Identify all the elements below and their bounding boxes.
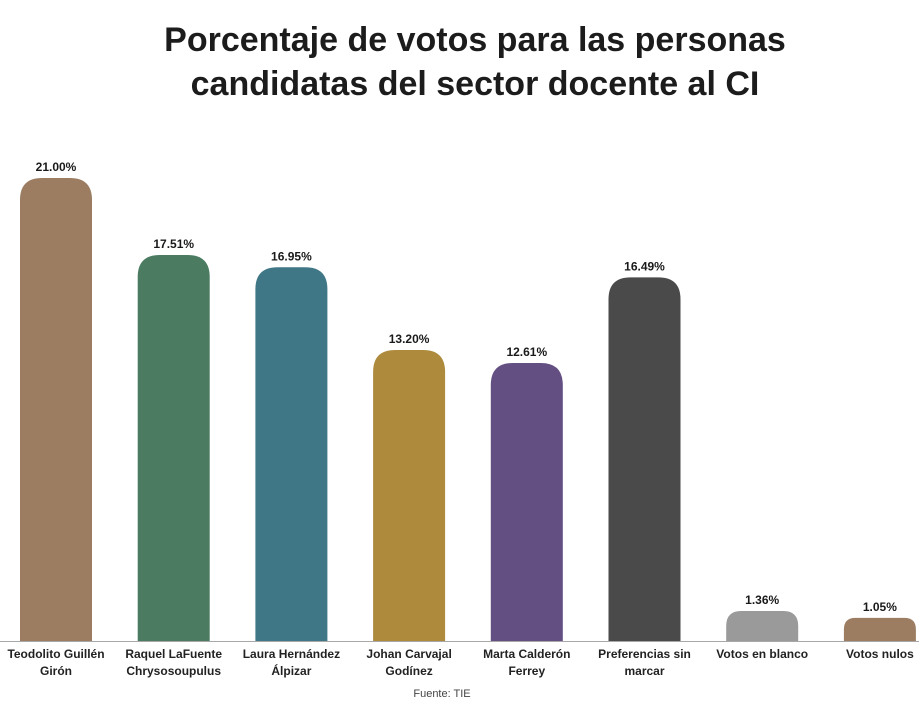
source-note: Fuente: TIE xyxy=(413,688,471,700)
bar-value-label: 13.20% xyxy=(389,332,430,346)
category-label: Marta Calderón Ferrey xyxy=(483,647,570,678)
bar-value-label: 16.49% xyxy=(624,259,665,273)
bar-value-label: 1.05% xyxy=(863,600,897,614)
category-label: Raquel LaFuente Chrysosoupulus xyxy=(125,647,222,678)
category-label: Johan Carvajal Godínez xyxy=(366,647,451,678)
bar-value-label: 12.61% xyxy=(506,345,547,359)
bar xyxy=(20,178,92,641)
bar xyxy=(373,349,446,641)
category-label: Teodolito Guillén Girón xyxy=(7,647,104,678)
category-label: Votos en blanco xyxy=(716,647,808,661)
category-label: Votos nulos xyxy=(846,647,914,661)
bar-value-label: 16.95% xyxy=(271,249,312,263)
bar xyxy=(490,362,563,641)
category-label: Laura Hernández Álpizar xyxy=(243,647,340,678)
bar-value-label: 1.36% xyxy=(745,593,779,607)
bar xyxy=(726,611,799,641)
category-label: Preferencias sin marcar xyxy=(598,647,691,678)
bar xyxy=(137,254,210,641)
bar xyxy=(255,267,328,641)
chart-title: Porcentaje de votos para las personas ca… xyxy=(164,21,786,103)
bar-value-label: 17.51% xyxy=(153,237,194,251)
bar xyxy=(843,617,916,641)
bar-value-label: 21.00% xyxy=(36,160,77,174)
bar xyxy=(608,277,681,641)
